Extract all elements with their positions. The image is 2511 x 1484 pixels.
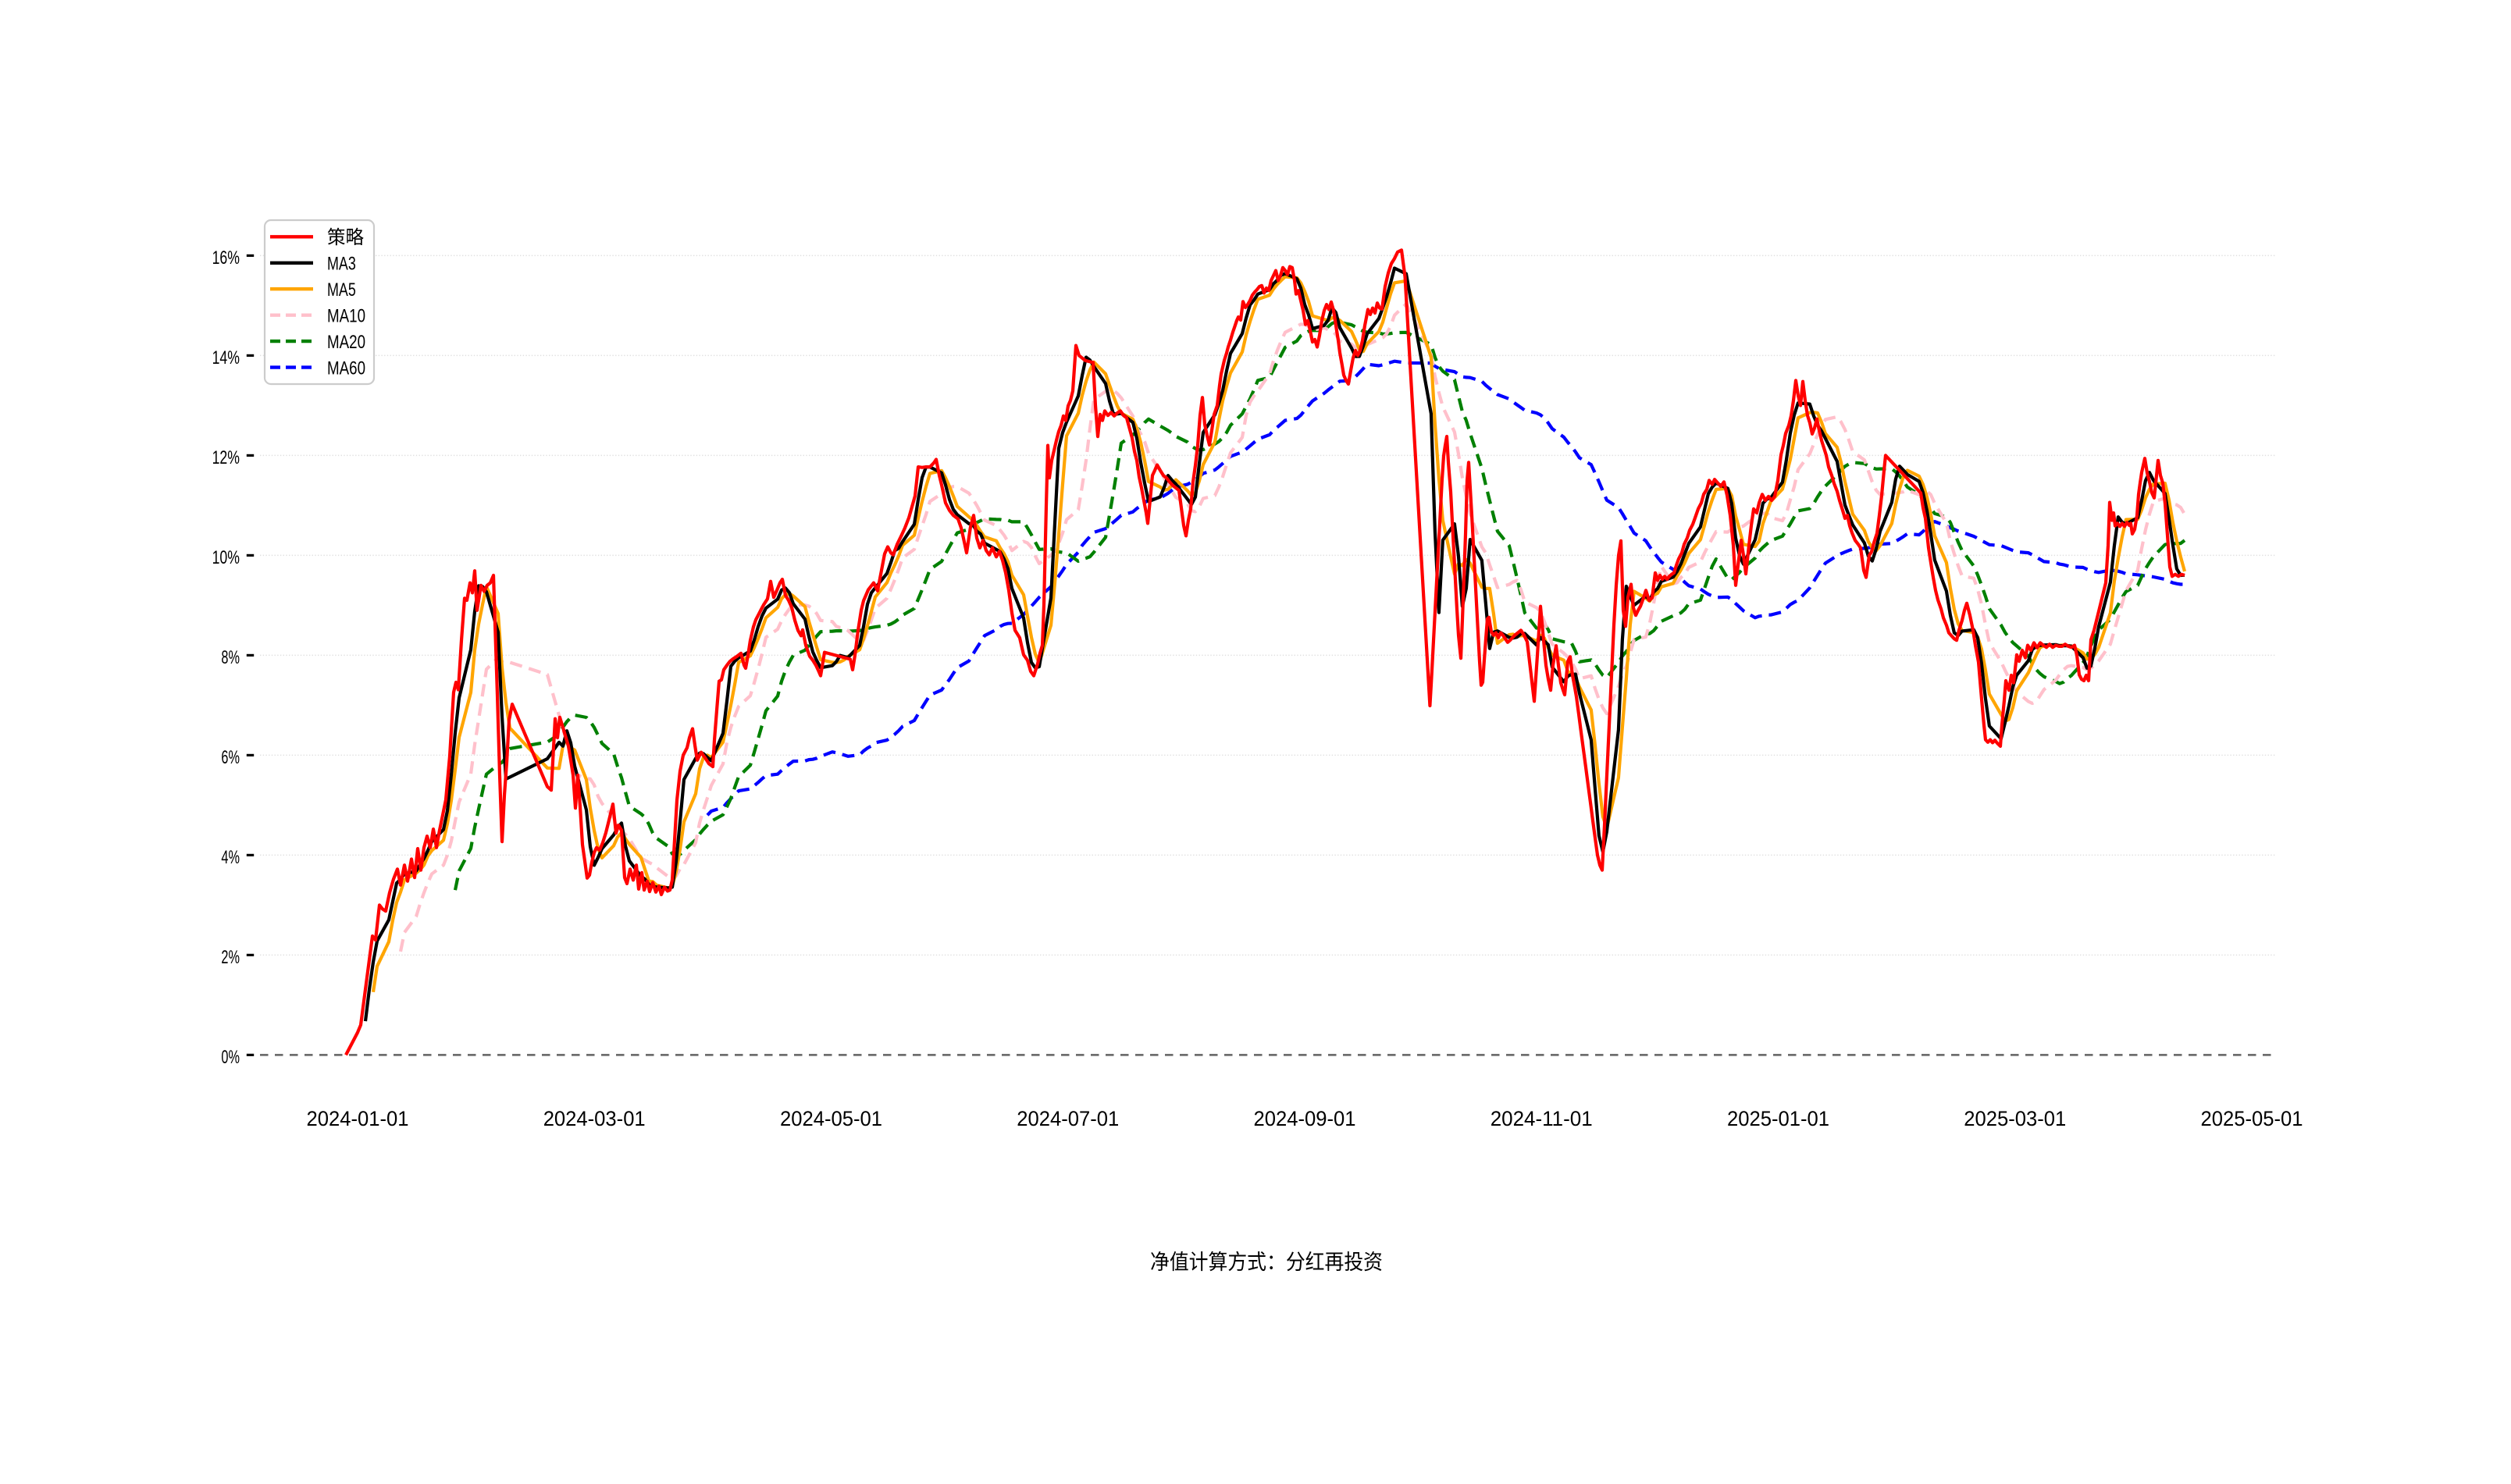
svg-text:6%: 6% — [221, 747, 240, 768]
svg-text:10%: 10% — [212, 547, 240, 568]
svg-text:MA3: MA3 — [327, 254, 356, 275]
svg-text:2025-03-01: 2025-03-01 — [1964, 1107, 2066, 1130]
svg-text:16%: 16% — [212, 247, 240, 269]
svg-text:0%: 0% — [221, 1047, 240, 1068]
svg-text:2024-09-01: 2024-09-01 — [1254, 1107, 1356, 1130]
svg-text:2%: 2% — [221, 947, 240, 968]
svg-text:14%: 14% — [212, 347, 240, 368]
svg-text:2025-05-01: 2025-05-01 — [2201, 1107, 2303, 1130]
svg-text:MA5: MA5 — [327, 279, 356, 301]
svg-text:2024-07-01: 2024-07-01 — [1017, 1107, 1119, 1130]
svg-text:2024-01-01: 2024-01-01 — [307, 1107, 409, 1130]
svg-text:2024-03-01: 2024-03-01 — [543, 1107, 646, 1130]
svg-text:策略: 策略 — [327, 227, 364, 248]
svg-text:MA10: MA10 — [327, 306, 365, 327]
svg-text:8%: 8% — [221, 647, 240, 668]
svg-text:MA20: MA20 — [327, 332, 365, 353]
svg-text:2024-05-01: 2024-05-01 — [780, 1107, 882, 1130]
svg-text:2024-11-01: 2024-11-01 — [1491, 1107, 1593, 1130]
svg-text:2025-01-01: 2025-01-01 — [1727, 1107, 1829, 1130]
svg-text:4%: 4% — [221, 847, 240, 868]
svg-text:12%: 12% — [212, 447, 240, 468]
svg-text:MA60: MA60 — [327, 358, 365, 379]
svg-text:净值计算方式：分红再投资: 净值计算方式：分红再投资 — [1150, 1251, 1383, 1274]
